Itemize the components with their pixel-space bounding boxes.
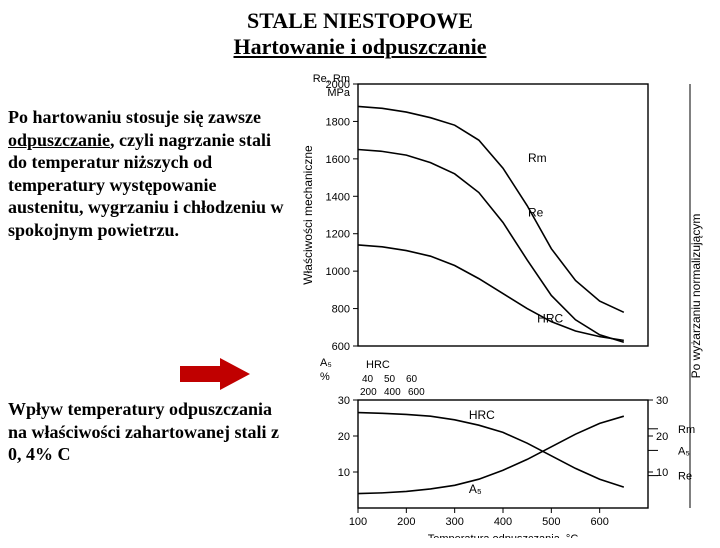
svg-text:MPa: MPa — [327, 87, 351, 99]
properties-chart: 600800100012001400160018002000Re, RmMPaR… — [298, 68, 708, 538]
svg-text:Re: Re — [528, 205, 544, 219]
svg-text:1600: 1600 — [326, 154, 350, 166]
para-underlined: odpuszczanie — [8, 130, 110, 150]
svg-text:20: 20 — [656, 431, 668, 443]
svg-text:Temperatura odpuszczania, °C: Temperatura odpuszczania, °C — [428, 533, 579, 538]
svg-text:600: 600 — [332, 341, 350, 353]
svg-text:%: % — [320, 371, 330, 383]
svg-text:1800: 1800 — [326, 116, 350, 128]
svg-text:20: 20 — [338, 431, 350, 443]
svg-text:Po wyżarzaniu normalizującym: Po wyżarzaniu normalizującym — [689, 214, 703, 379]
svg-text:Rm: Rm — [678, 424, 695, 436]
svg-text:10: 10 — [338, 467, 350, 479]
svg-text:100: 100 — [349, 516, 367, 528]
title-line-2: Hartowanie i odpuszczanie — [0, 34, 720, 60]
svg-text:200: 200 — [397, 516, 415, 528]
svg-text:HRC: HRC — [469, 408, 495, 422]
svg-text:600: 600 — [590, 516, 608, 528]
svg-text:1000: 1000 — [326, 266, 350, 278]
svg-text:40: 40 — [362, 374, 374, 385]
svg-text:10: 10 — [656, 467, 668, 479]
chart-caption: Wpływ temperatury odpuszczania na właści… — [8, 398, 288, 466]
svg-text:Właściwości mechaniczne: Właściwości mechaniczne — [301, 145, 315, 285]
svg-text:30: 30 — [656, 395, 668, 407]
svg-text:500: 500 — [542, 516, 560, 528]
title-line-1: STALE NIESTOPOWE — [0, 8, 720, 34]
svg-text:A₅: A₅ — [678, 445, 690, 457]
svg-text:200: 200 — [360, 387, 377, 398]
para-prefix: Po hartowaniu stosuje się zawsze — [8, 107, 261, 127]
svg-text:400: 400 — [494, 516, 512, 528]
red-arrow-icon — [180, 358, 250, 395]
svg-text:300: 300 — [445, 516, 463, 528]
svg-text:Rm: Rm — [528, 151, 547, 165]
description-paragraph: Po hartowaniu stosuje się zawsze odpuszc… — [8, 88, 288, 259]
svg-text:600: 600 — [408, 387, 425, 398]
svg-text:1400: 1400 — [326, 191, 350, 203]
svg-text:400: 400 — [384, 387, 401, 398]
svg-text:Re, Rm: Re, Rm — [313, 73, 350, 85]
svg-text:800: 800 — [332, 304, 350, 316]
svg-text:HRC: HRC — [366, 359, 390, 371]
svg-text:60: 60 — [406, 374, 418, 385]
svg-text:HRC: HRC — [537, 312, 563, 326]
svg-text:1200: 1200 — [326, 229, 350, 241]
svg-text:30: 30 — [338, 395, 350, 407]
svg-text:A₅: A₅ — [469, 482, 482, 496]
svg-text:A₅: A₅ — [320, 357, 332, 369]
svg-text:50: 50 — [384, 374, 396, 385]
